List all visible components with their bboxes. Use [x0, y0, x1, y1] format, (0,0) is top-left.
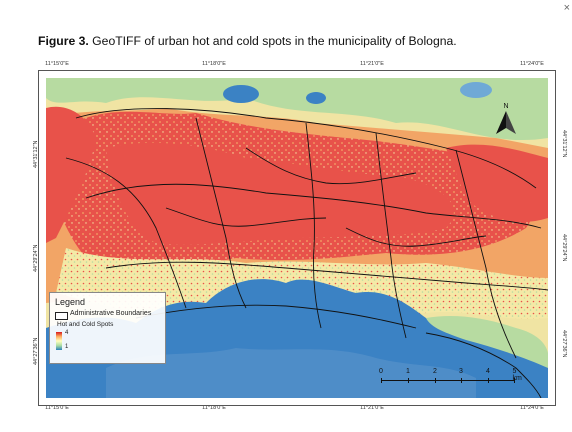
- hot-zone-solid: [106, 142, 454, 245]
- legend-spots-label: Hot and Cold Spots: [57, 321, 114, 328]
- scale-tick: [514, 378, 515, 383]
- lon-tick-top-1: 11°15'0"E: [45, 61, 69, 67]
- lon-tick-top-4: 11°24'0"E: [520, 61, 544, 67]
- scale-label: 3: [459, 368, 463, 375]
- cold-patch: [460, 82, 492, 98]
- lon-tick-bottom-3: 11°21'0"E: [360, 405, 384, 411]
- legend-boundary-swatch: [55, 312, 68, 320]
- north-arrow-icon: N: [496, 103, 516, 134]
- cold-light-zone: [106, 348, 476, 398]
- scale-label: 0: [379, 368, 383, 375]
- lat-tick-right-3: 44°27'36"N: [561, 330, 567, 358]
- legend-boundary-label: Administrative Boundaries: [70, 310, 152, 317]
- scale-tick: [461, 378, 462, 383]
- hotspot-map[interactable]: [46, 78, 548, 398]
- cool-zone-north: [46, 78, 548, 141]
- hot-zone-west: [46, 106, 96, 243]
- cold-patch: [306, 92, 326, 104]
- scale-label: 2: [433, 368, 437, 375]
- cold-patch: [223, 85, 259, 103]
- north-arrow-label: N: [503, 103, 508, 110]
- lon-tick-top-3: 11°21'0"E: [360, 61, 384, 67]
- scale-line: [381, 380, 514, 381]
- scale-tick: [435, 378, 436, 383]
- lon-tick-bottom-2: 11°18'0"E: [202, 405, 226, 411]
- map-legend: Legend Administrative Boundaries Hot and…: [49, 292, 166, 364]
- scale-label: 5 km: [512, 368, 522, 382]
- lat-tick-right-1: 44°31'12"N: [561, 130, 567, 158]
- close-icon[interactable]: ×: [563, 2, 570, 14]
- scale-tick: [488, 378, 489, 383]
- lon-tick-bottom-1: 11°15'0"E: [45, 405, 69, 411]
- lon-tick-top-2: 11°18'0"E: [202, 61, 226, 67]
- administrative-boundaries: [65, 108, 548, 398]
- figure-caption-text: GeoTIFF of urban hot and cold spots in t…: [88, 34, 457, 48]
- legend-color-ramp: [56, 332, 62, 350]
- figure-caption: Figure 3. GeoTIFF of urban hot and cold …: [38, 34, 457, 48]
- lon-tick-bottom-4: 11°24'0"E: [520, 405, 544, 411]
- scale-tick: [408, 378, 409, 383]
- scale-tick: [381, 378, 382, 383]
- legend-min-value: 1: [65, 344, 69, 350]
- scale-bar: 0 1 2 3 4 5 km: [375, 368, 535, 396]
- scale-label: 1: [406, 368, 410, 375]
- legend-max-value: 4: [65, 330, 69, 336]
- scale-label: 4: [486, 368, 490, 375]
- cool-zone-fringe: [426, 316, 548, 368]
- hot-zone-east: [446, 144, 548, 222]
- figure-label: Figure 3.: [38, 34, 89, 48]
- legend-title: Legend: [55, 297, 86, 307]
- lat-tick-right-2: 44°29'24"N: [561, 234, 567, 262]
